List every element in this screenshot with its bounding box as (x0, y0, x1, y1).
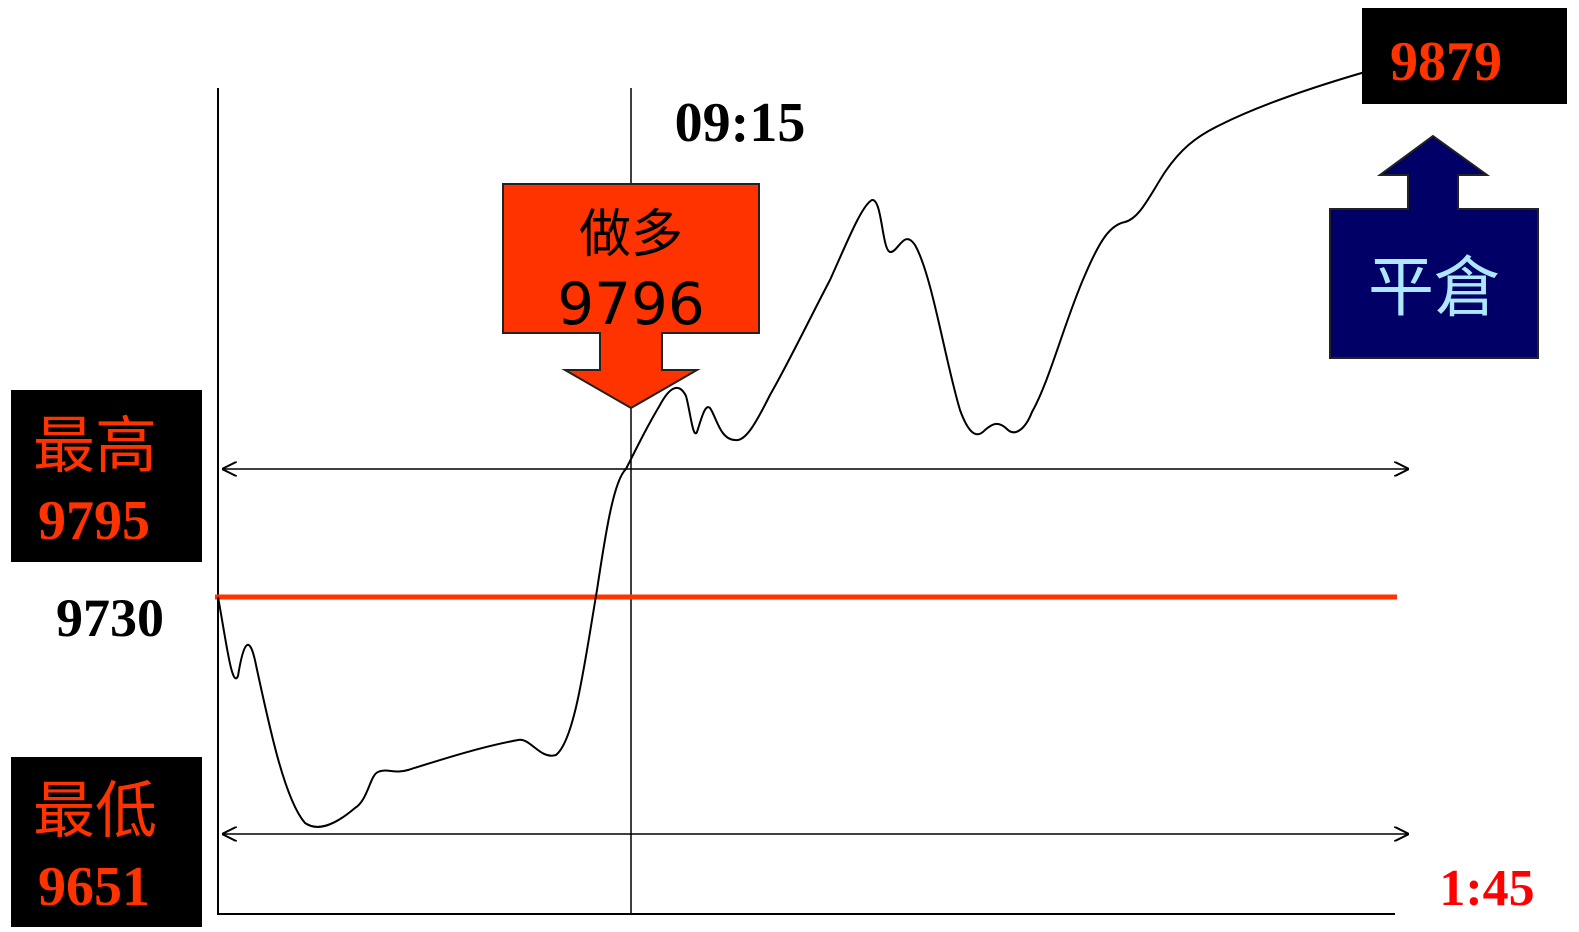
end-time-label: 1:45 (1439, 860, 1534, 917)
open-price-label: 9730 (56, 588, 164, 648)
close-position-title: 平倉 (1368, 249, 1500, 326)
price-curve (217, 71, 1366, 828)
high-value: 9795 (38, 490, 150, 552)
close-price-value: 9879 (1390, 31, 1502, 93)
entry-time-label: 09:15 (675, 92, 806, 154)
close-price-box: 9879 (1362, 8, 1567, 104)
low-box: 最低 9651 (11, 757, 202, 927)
low-title: 最低 (33, 774, 157, 847)
low-value: 9651 (38, 856, 150, 918)
close-position-arrow: 平倉 (1329, 134, 1539, 359)
long-entry-price: 9796 (557, 270, 705, 338)
long-entry-arrow: 做多 9796 (502, 183, 760, 410)
high-box: 最高 9795 (11, 390, 202, 562)
high-title: 最高 (33, 409, 157, 482)
long-entry-title: 做多 (579, 205, 683, 265)
